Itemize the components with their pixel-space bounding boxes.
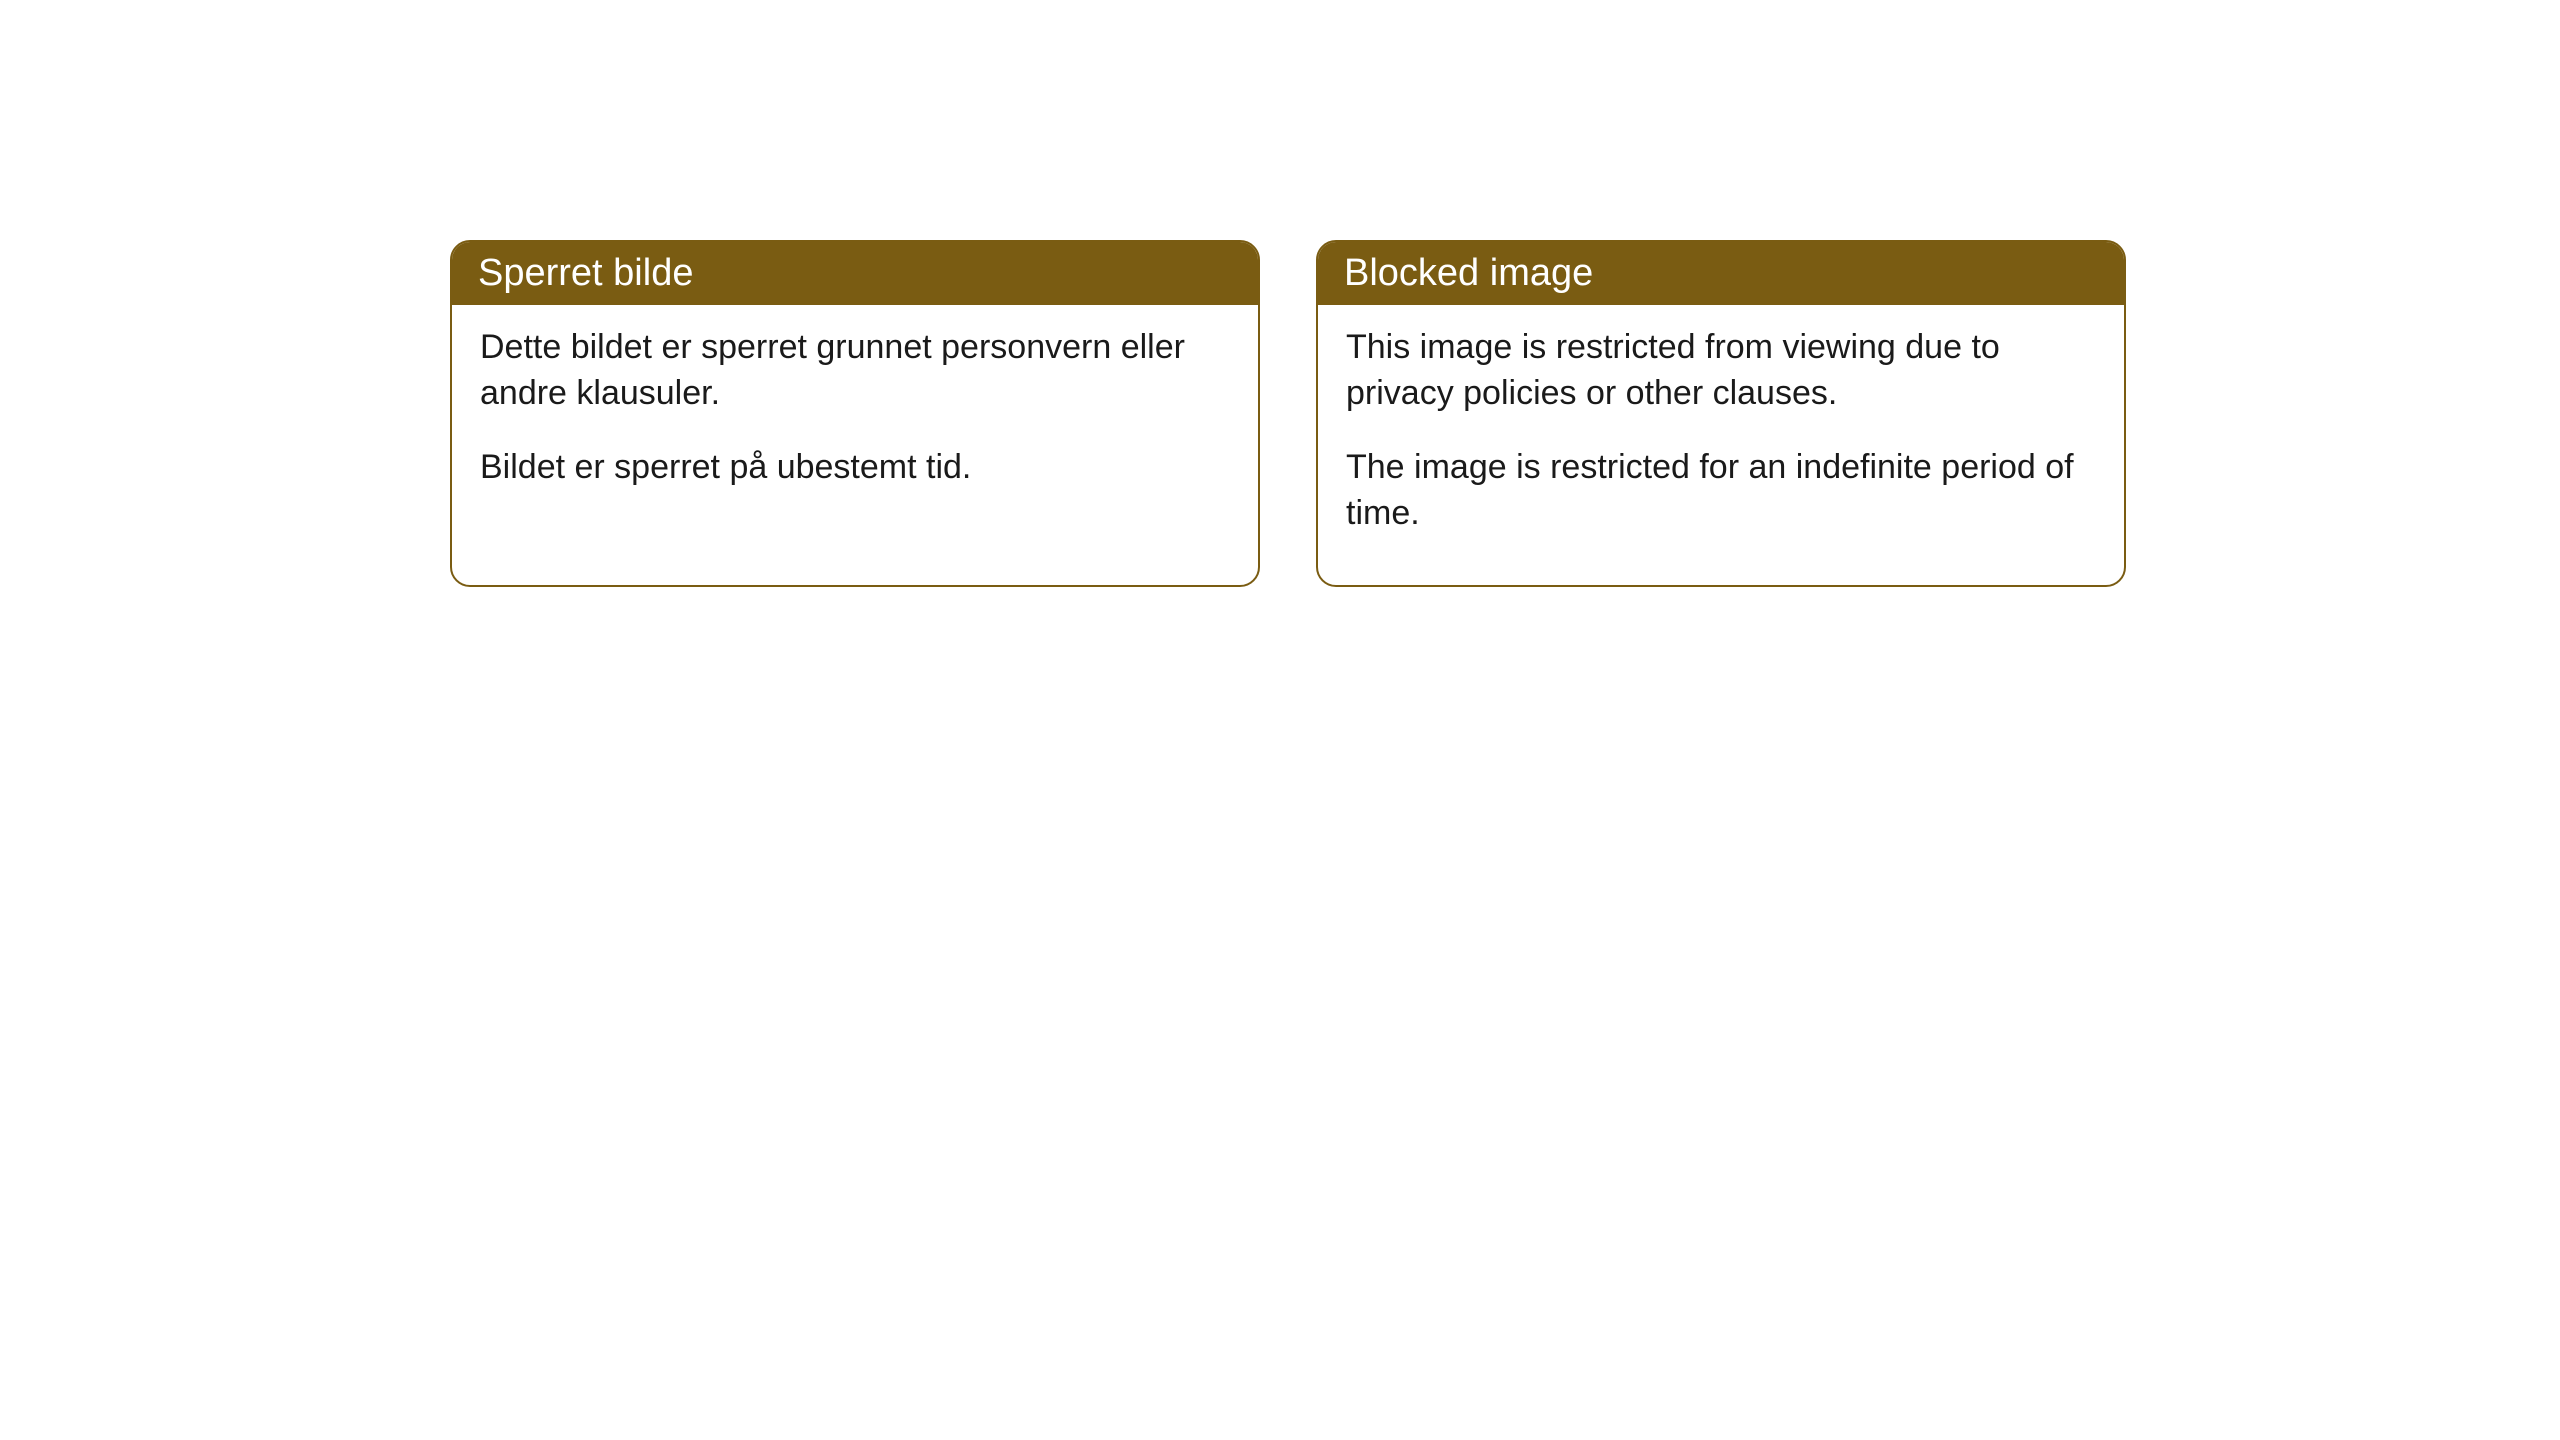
card-paragraph-1-norwegian: Dette bildet er sperret grunnet personve… <box>480 325 1230 417</box>
card-paragraph-2-english: The image is restricted for an indefinit… <box>1346 445 2096 537</box>
card-header-english: Blocked image <box>1318 242 2124 305</box>
notice-card-english: Blocked image This image is restricted f… <box>1316 240 2126 587</box>
notice-container: Sperret bilde Dette bildet er sperret gr… <box>0 0 2560 587</box>
notice-card-norwegian: Sperret bilde Dette bildet er sperret gr… <box>450 240 1260 587</box>
card-paragraph-2-norwegian: Bildet er sperret på ubestemt tid. <box>480 445 1230 491</box>
card-header-norwegian: Sperret bilde <box>452 242 1258 305</box>
card-title-norwegian: Sperret bilde <box>478 252 693 294</box>
card-title-english: Blocked image <box>1344 252 1593 294</box>
card-body-norwegian: Dette bildet er sperret grunnet personve… <box>452 305 1258 539</box>
card-paragraph-1-english: This image is restricted from viewing du… <box>1346 325 2096 417</box>
card-body-english: This image is restricted from viewing du… <box>1318 305 2124 585</box>
